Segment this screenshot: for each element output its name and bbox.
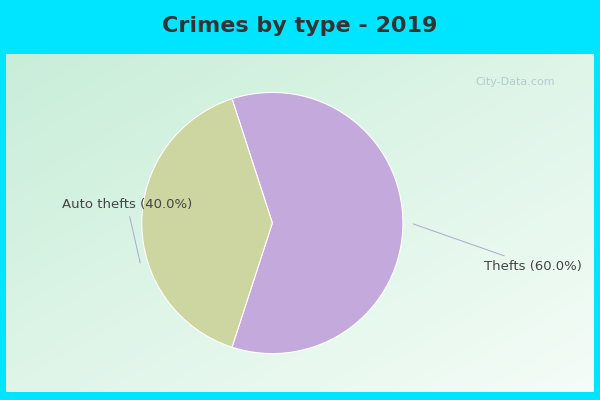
Wedge shape [232,92,403,354]
Text: Crimes by type - 2019: Crimes by type - 2019 [163,16,437,36]
Text: City-Data.com: City-Data.com [475,77,555,87]
Text: Auto thefts (40.0%): Auto thefts (40.0%) [62,198,192,263]
Wedge shape [142,99,272,347]
Text: Thefts (60.0%): Thefts (60.0%) [413,224,582,272]
